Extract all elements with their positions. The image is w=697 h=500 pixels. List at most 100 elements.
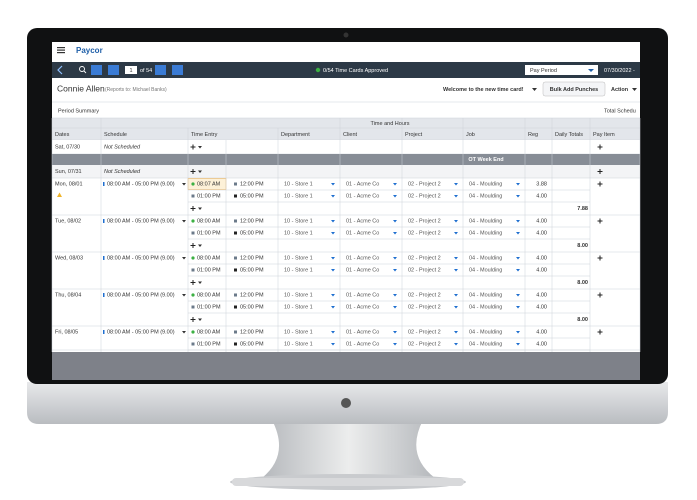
first-page-button[interactable] xyxy=(91,65,102,75)
period-select[interactable] xyxy=(525,65,598,75)
client-select: 01 - Acme Co xyxy=(346,341,379,347)
job-select: 04 - Moulding xyxy=(469,255,502,261)
in-icon xyxy=(191,182,195,186)
column-header: Time Entry xyxy=(191,132,218,138)
add-button[interactable] xyxy=(597,218,603,224)
out-icon xyxy=(234,256,237,260)
dropdown-caret xyxy=(198,207,202,210)
select-arrow xyxy=(588,69,594,72)
add-button[interactable] xyxy=(190,317,196,322)
department-select: 10 - Store 1 xyxy=(284,218,313,224)
reg-hours: 4.00 xyxy=(536,255,547,261)
schedule: 08:00 AM - 05:00 PM (9.00) xyxy=(107,255,175,261)
client-select: 01 - Acme Co xyxy=(346,218,379,224)
punch-in: 01:00 PM xyxy=(197,304,221,310)
dropdown-caret xyxy=(393,183,397,186)
group-header: Time and Hours xyxy=(371,121,410,127)
punch-in: 01:00 PM xyxy=(197,267,221,273)
day-date: Wed, 08/03 xyxy=(55,255,83,261)
next-page-button[interactable] xyxy=(155,65,166,75)
schedule: 08:00 AM - 05:00 PM (9.00) xyxy=(107,292,175,298)
bulk-add-button[interactable] xyxy=(542,81,606,97)
dropdown-caret xyxy=(516,232,520,235)
dropdown-caret xyxy=(198,170,202,173)
client-select: 01 - Acme Co xyxy=(346,304,379,310)
dropdown-caret xyxy=(393,306,397,309)
project-select: 02 - Project 2 xyxy=(408,341,441,347)
dropdown-caret xyxy=(454,195,458,198)
column-header: Client xyxy=(343,132,358,138)
add-button[interactable] xyxy=(597,144,603,150)
dropdown-caret xyxy=(393,220,397,223)
punch-in: 08:00 AM xyxy=(197,255,221,261)
punch-out: 05:00 PM xyxy=(240,230,264,236)
dropdown-caret xyxy=(182,331,186,334)
schedule: 08:00 AM - 05:00 PM (9.00) xyxy=(107,218,175,224)
reg-hours: 4.00 xyxy=(536,193,547,199)
action-menu[interactable]: Action xyxy=(611,87,629,93)
schedule: Not Scheduled xyxy=(104,144,141,150)
job-select: 04 - Moulding xyxy=(469,341,502,347)
out-icon xyxy=(234,194,237,198)
dropdown-caret xyxy=(454,183,458,186)
department-select: 10 - Store 1 xyxy=(284,304,313,310)
bulk-add-label: Bulk Add Punches xyxy=(550,87,598,93)
dropdown-caret xyxy=(331,257,335,260)
out-icon xyxy=(234,330,237,334)
schedule: 08:00 AM - 05:00 PM (9.00) xyxy=(107,181,175,187)
warning-icon xyxy=(57,192,62,197)
dropdown-caret xyxy=(331,294,335,297)
project-select: 02 - Project 2 xyxy=(408,181,441,187)
out-icon xyxy=(234,305,237,309)
project-select: 02 - Project 2 xyxy=(408,329,441,335)
dropdown-caret xyxy=(198,146,202,149)
column-header: Pay Item xyxy=(593,132,615,138)
punch-out: 12:00 PM xyxy=(240,181,264,187)
in-icon xyxy=(191,268,195,272)
department-select: 10 - Store 1 xyxy=(284,255,313,261)
punch-out: 05:00 PM xyxy=(240,304,264,310)
prev-page-button[interactable] xyxy=(108,65,119,75)
add-button[interactable] xyxy=(190,280,196,285)
punch-out: 12:00 PM xyxy=(240,218,264,224)
day-date: Mon, 08/01 xyxy=(55,181,83,187)
welcome-menu[interactable]: Welcome to the new time card! xyxy=(443,87,524,93)
day-date: Sun, 07/31 xyxy=(55,169,82,175)
last-page-button[interactable] xyxy=(172,65,183,75)
add-button[interactable] xyxy=(597,255,603,261)
client-select: 01 - Acme Co xyxy=(346,230,379,236)
back-button[interactable] xyxy=(57,65,63,75)
page-input[interactable] xyxy=(125,66,137,74)
add-button[interactable] xyxy=(190,243,196,248)
job-select: 04 - Moulding xyxy=(469,193,502,199)
day-date: Tue, 08/02 xyxy=(55,218,81,224)
table-header xyxy=(52,118,640,140)
dropdown-caret xyxy=(454,220,458,223)
add-button[interactable] xyxy=(190,206,196,211)
job-select: 04 - Moulding xyxy=(469,304,502,310)
project-select: 02 - Project 2 xyxy=(408,193,441,199)
day-date: Fri, 08/05 xyxy=(55,329,78,335)
client-select: 01 - Acme Co xyxy=(346,255,379,261)
dropdown-caret xyxy=(198,281,202,284)
date-range: 07/30/2022 - xyxy=(604,68,635,74)
dropdown-caret xyxy=(454,306,458,309)
schedule-marker xyxy=(103,219,105,223)
daily-total: 8.00 xyxy=(577,317,588,323)
daily-total: 8.00 xyxy=(577,280,588,286)
chin-logo xyxy=(341,398,351,408)
add-button[interactable] xyxy=(597,292,603,298)
add-button[interactable] xyxy=(597,329,603,335)
dropdown-caret xyxy=(331,343,335,346)
dropdown-caret xyxy=(516,195,520,198)
client-select: 01 - Acme Co xyxy=(346,267,379,273)
reg-hours: 4.00 xyxy=(536,292,547,298)
search-icon[interactable] xyxy=(79,66,87,74)
add-button[interactable] xyxy=(597,181,603,187)
hamburger[interactable] xyxy=(57,47,65,54)
add-button[interactable] xyxy=(190,169,196,174)
welcome-arrow xyxy=(532,88,537,91)
add-button[interactable] xyxy=(597,169,603,174)
add-button[interactable] xyxy=(190,144,196,150)
dropdown-caret xyxy=(393,257,397,260)
